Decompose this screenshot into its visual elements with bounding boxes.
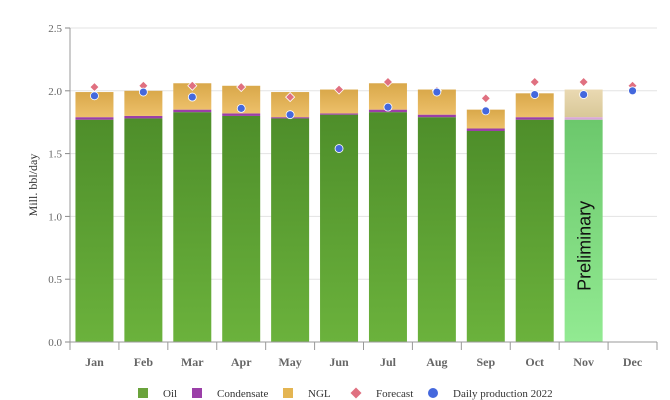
forecast-marker — [236, 81, 247, 93]
x-tick-label: Apr — [231, 355, 252, 369]
x-tick-label: Dec — [623, 355, 643, 369]
preliminary-label: Preliminary — [575, 201, 595, 291]
bar-ngl — [466, 109, 505, 129]
bar-condensate — [124, 115, 163, 119]
legend-label: NGL — [308, 388, 331, 400]
forecast-marker — [89, 81, 100, 93]
legend-swatch — [138, 388, 148, 398]
daily-production-marker — [383, 102, 393, 112]
x-tick-label: May — [278, 355, 301, 369]
x-tick-label: Jun — [329, 355, 349, 369]
bars: Preliminary — [75, 83, 603, 343]
bar-oil — [271, 118, 310, 342]
bar-condensate — [320, 113, 359, 115]
markers — [89, 76, 638, 153]
legend-swatch — [350, 387, 362, 399]
legend: Oil Condensate NGL Forecast Daily production… — [138, 387, 553, 400]
x-tick-label: Jul — [380, 355, 397, 369]
forecast-marker — [285, 92, 296, 103]
daily-production-marker — [481, 106, 491, 116]
bar-ngl — [515, 93, 554, 118]
bar-oil — [75, 119, 114, 342]
bar-condensate-preliminary — [564, 117, 603, 120]
legend-swatch — [283, 388, 293, 398]
legend-swatch — [192, 388, 202, 398]
daily-production-marker — [579, 90, 589, 99]
x-tick-label: Nov — [573, 355, 594, 369]
legend-label: Daily production 2022 — [453, 388, 553, 400]
y-tick-label: 2.5 — [48, 23, 62, 35]
daily-production-marker — [285, 110, 295, 120]
y-tick-label: 2.0 — [48, 86, 62, 98]
legend-swatch — [428, 388, 438, 398]
bar-oil — [124, 118, 163, 342]
bar-condensate — [417, 114, 456, 118]
y-axis-label: Mill. bbl/day — [26, 154, 40, 217]
x-tick-label: Feb — [134, 355, 154, 369]
bar-oil — [417, 117, 456, 343]
bar-oil — [368, 112, 407, 342]
y-tick-label: 0.0 — [48, 337, 62, 349]
y-tick-label: 1.0 — [48, 211, 62, 223]
bar-oil — [173, 112, 212, 342]
daily-production-marker — [334, 144, 344, 153]
forecast-marker — [529, 76, 540, 88]
bar-condensate — [515, 117, 554, 120]
axes: 0.0 0.5 1.0 1.5 2.0 2.5 Mill. bbl/day Jan Feb Mar… — [26, 23, 658, 369]
x-tick-label: Mar — [181, 355, 204, 369]
bar-ngl — [320, 89, 359, 114]
y-tick-label: 1.5 — [48, 149, 62, 161]
bar-condensate — [75, 117, 114, 120]
daily-production-marker — [432, 87, 442, 97]
forecast-marker — [382, 76, 394, 88]
daily-production-marker — [187, 92, 197, 102]
daily-production-marker — [138, 87, 148, 97]
legend-label: Oil — [163, 388, 177, 400]
bar-oil — [515, 119, 554, 342]
x-tick-label: Oct — [525, 355, 544, 369]
daily-production-marker — [236, 103, 246, 113]
legend-label: Condensate — [217, 388, 268, 400]
bar-condensate — [466, 128, 505, 131]
forecast-marker — [480, 93, 491, 104]
x-tick-label: Sep — [476, 355, 495, 369]
daily-production-marker — [90, 91, 99, 101]
forecast-marker — [578, 76, 589, 88]
bar-oil — [466, 130, 505, 342]
x-tick-label: Aug — [426, 355, 447, 369]
y-tick-label: 0.5 — [48, 274, 62, 286]
daily-production-marker — [628, 86, 637, 96]
bar-oil-preliminary — [564, 119, 603, 342]
legend-label: Forecast — [376, 388, 413, 400]
forecast-marker — [187, 80, 198, 91]
bar-condensate — [173, 109, 212, 113]
forecast-marker — [333, 84, 345, 95]
bar-condensate — [222, 113, 261, 116]
x-tick-label: Jan — [85, 355, 104, 369]
bar-oil — [222, 115, 261, 342]
daily-production-marker — [530, 90, 540, 99]
